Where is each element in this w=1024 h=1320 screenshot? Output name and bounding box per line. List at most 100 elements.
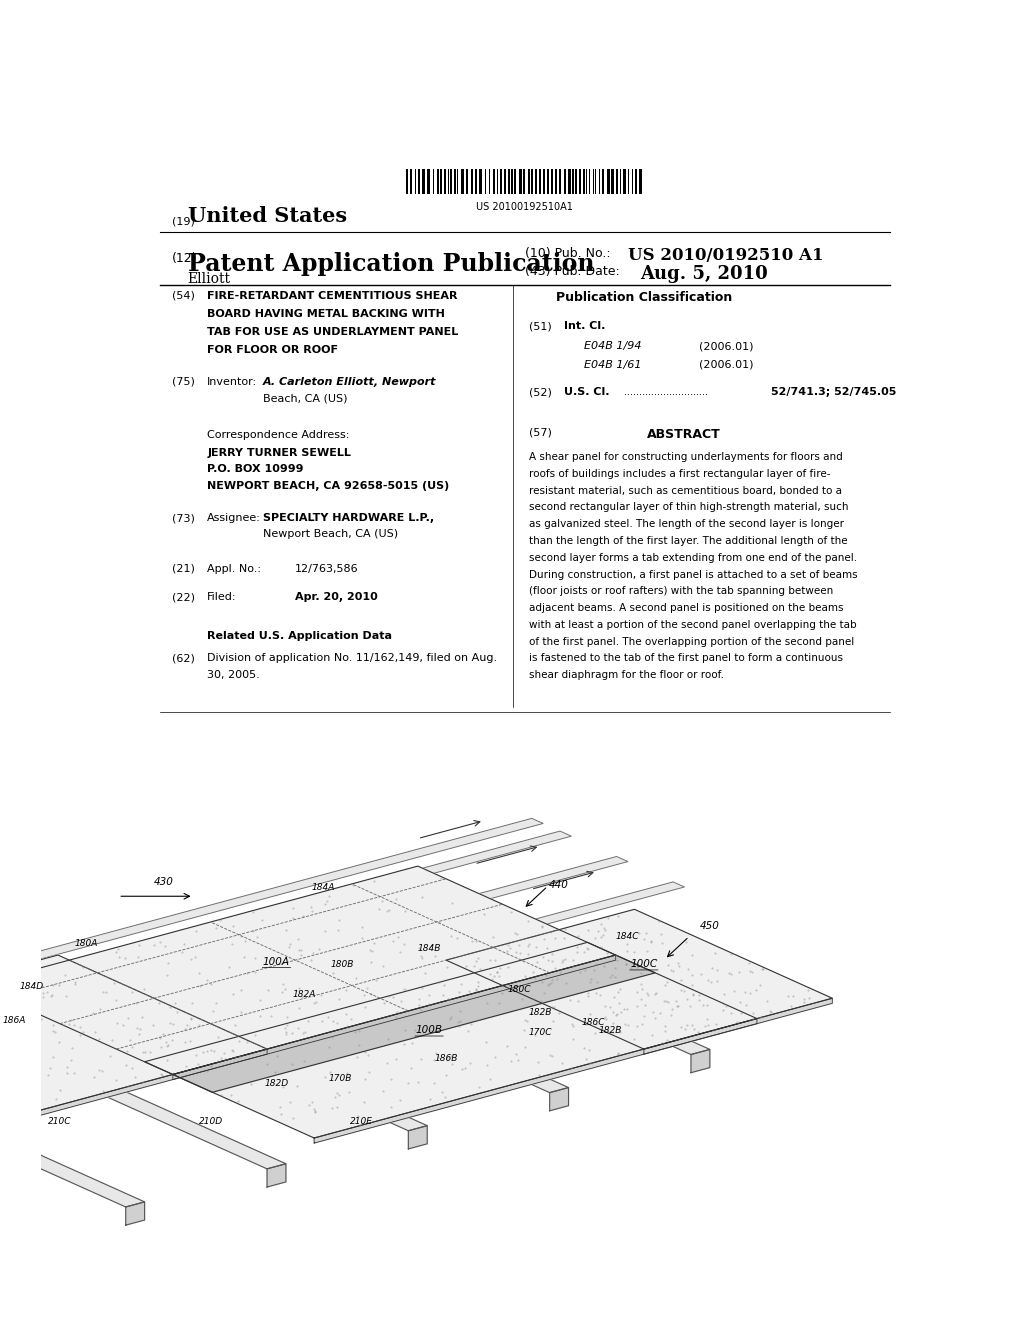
Bar <box>422 169 425 194</box>
Bar <box>457 169 459 194</box>
Text: (2006.01): (2006.01) <box>699 342 754 351</box>
Text: E04B 1/61: E04B 1/61 <box>585 359 642 370</box>
Polygon shape <box>0 832 571 1002</box>
Text: US 20100192510A1: US 20100192510A1 <box>476 202 573 213</box>
Polygon shape <box>409 1126 427 1148</box>
Text: SPECIALTY HARDWARE L.P.,: SPECIALTY HARDWARE L.P., <box>263 513 434 523</box>
Text: than the length of the first layer. The additional length of the: than the length of the first layer. The … <box>528 536 848 546</box>
Text: ............................: ............................ <box>624 387 708 397</box>
Bar <box>479 169 482 194</box>
Text: roofs of buildings includes a first rectangular layer of fire-: roofs of buildings includes a first rect… <box>528 469 830 479</box>
Text: resistant material, such as cementitious board, bonded to a: resistant material, such as cementitious… <box>528 486 842 496</box>
Bar <box>639 169 642 194</box>
Polygon shape <box>0 818 543 989</box>
Polygon shape <box>222 940 568 1093</box>
Bar <box>572 169 574 194</box>
Text: (73): (73) <box>172 513 195 523</box>
Text: 182A: 182A <box>293 990 316 999</box>
Bar <box>528 169 530 194</box>
Text: with at least a portion of the second panel overlapping the tab: with at least a portion of the second pa… <box>528 620 856 630</box>
Bar <box>484 169 486 194</box>
Text: Aug. 5, 2010: Aug. 5, 2010 <box>640 265 768 282</box>
Text: 170C: 170C <box>528 1028 552 1038</box>
Bar <box>540 169 542 194</box>
Polygon shape <box>644 998 833 1055</box>
Text: Patent Application Publication: Patent Application Publication <box>187 252 594 276</box>
Polygon shape <box>550 1088 568 1111</box>
Text: 184A: 184A <box>312 883 335 892</box>
Bar <box>508 169 510 194</box>
Text: A shear panel for constructing underlayments for floors and: A shear panel for constructing underlaym… <box>528 453 843 462</box>
Bar <box>455 169 456 194</box>
Text: (57): (57) <box>528 428 552 438</box>
Bar <box>493 169 496 194</box>
Polygon shape <box>4 857 628 1027</box>
Text: 184B: 184B <box>418 944 440 953</box>
Text: E04B 1/94: E04B 1/94 <box>585 342 642 351</box>
Bar <box>466 169 468 194</box>
Text: U.S. Cl.: U.S. Cl. <box>564 387 610 397</box>
Bar <box>536 169 538 194</box>
Text: (22): (22) <box>172 593 195 602</box>
Text: 210E: 210E <box>350 1117 373 1126</box>
Text: JERRY TURNER SEWELL: JERRY TURNER SEWELL <box>207 447 351 458</box>
Bar <box>488 169 489 194</box>
Bar <box>611 169 613 194</box>
Text: US 2010/0192510 A1: US 2010/0192510 A1 <box>628 247 823 264</box>
Bar <box>440 169 442 194</box>
Bar <box>475 169 477 194</box>
Text: Filed:: Filed: <box>207 593 237 602</box>
Bar <box>602 169 604 194</box>
Bar <box>575 169 577 194</box>
Text: (43) Pub. Date:: (43) Pub. Date: <box>524 265 620 279</box>
Text: Publication Classification: Publication Classification <box>556 290 732 304</box>
Polygon shape <box>0 1016 286 1170</box>
Text: (62): (62) <box>172 653 195 664</box>
Bar <box>616 169 617 194</box>
Bar <box>461 169 464 194</box>
Text: (51): (51) <box>528 321 552 331</box>
Bar <box>621 169 622 194</box>
Bar <box>497 169 498 194</box>
Text: Int. Cl.: Int. Cl. <box>564 321 606 331</box>
Polygon shape <box>0 1049 267 1143</box>
Text: Inventor:: Inventor: <box>207 378 257 387</box>
Bar <box>583 169 585 194</box>
Bar <box>628 169 630 194</box>
Text: 182B: 182B <box>528 1008 552 1016</box>
Text: 12/763,586: 12/763,586 <box>295 564 358 574</box>
Bar <box>436 169 438 194</box>
Bar <box>444 169 445 194</box>
Bar <box>635 169 637 194</box>
Text: (floor joists or roof rafters) with the tab spanning between: (floor joists or roof rafters) with the … <box>528 586 833 597</box>
Text: 100B: 100B <box>416 1026 442 1035</box>
Text: Elliott: Elliott <box>187 272 230 286</box>
Bar <box>599 169 600 194</box>
Polygon shape <box>0 956 267 1138</box>
Text: 30, 2005.: 30, 2005. <box>207 669 260 680</box>
Text: Appl. No.:: Appl. No.: <box>207 564 261 574</box>
Text: 184C: 184C <box>615 932 639 941</box>
Text: 182B: 182B <box>598 1026 622 1035</box>
Text: A. Carleton Elliott, Newport: A. Carleton Elliott, Newport <box>263 378 436 387</box>
Polygon shape <box>0 866 615 1074</box>
Text: (21): (21) <box>172 564 195 574</box>
Bar <box>418 169 420 194</box>
Polygon shape <box>0 1055 144 1206</box>
Bar <box>447 169 450 194</box>
Bar <box>551 169 553 194</box>
Bar <box>586 169 588 194</box>
Text: 186B: 186B <box>434 1053 458 1063</box>
Text: (19): (19) <box>172 216 195 227</box>
Text: During construction, a first panel is attached to a set of beams: During construction, a first panel is at… <box>528 569 857 579</box>
Text: adjacent beams. A second panel is positioned on the beams: adjacent beams. A second panel is positi… <box>528 603 844 612</box>
Text: 186A: 186A <box>3 1015 27 1024</box>
Text: (75): (75) <box>172 378 195 387</box>
Bar <box>531 169 534 194</box>
Text: 180B: 180B <box>331 960 354 969</box>
Text: 210D: 210D <box>199 1117 222 1126</box>
Text: NEWPORT BEACH, CA 92658-5015 (US): NEWPORT BEACH, CA 92658-5015 (US) <box>207 480 450 491</box>
Text: 180C: 180C <box>508 985 531 994</box>
Bar <box>504 169 506 194</box>
Bar <box>514 169 516 194</box>
